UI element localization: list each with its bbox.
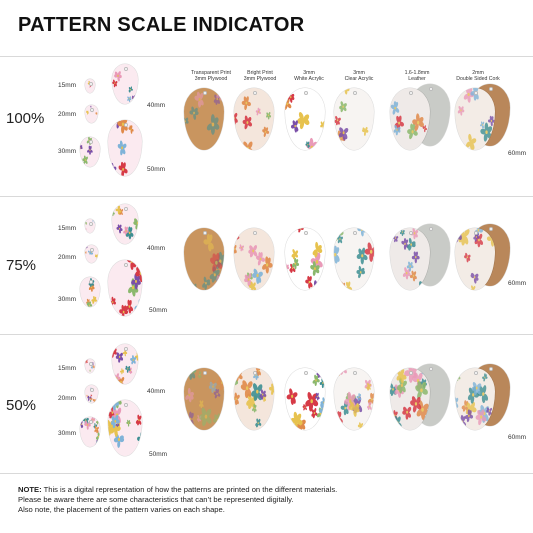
- size-drop-20: [85, 385, 98, 403]
- material-drop-bright: [234, 88, 274, 150]
- hole-icon: [252, 231, 257, 235]
- hole-icon: [303, 371, 308, 375]
- hole-icon: [352, 231, 357, 235]
- size-label-20: 20mm: [58, 111, 77, 118]
- size-label-15: 15mm: [58, 365, 77, 372]
- hole-icon: [303, 231, 308, 235]
- hole-icon: [88, 82, 93, 86]
- material-header-clear-acrylic: 3mm Clear Acrylic: [344, 70, 374, 83]
- hole-icon: [473, 91, 478, 95]
- material-drop-leather: [390, 88, 430, 150]
- size-label-60: 60mm: [508, 150, 527, 157]
- size-label-30: 30mm: [58, 296, 77, 303]
- hole-icon: [90, 388, 94, 392]
- note-line-3: Also note, the placement of the pattern …: [18, 505, 225, 514]
- divider-top: [0, 56, 533, 57]
- hole-icon: [202, 231, 207, 235]
- hole-icon: [473, 371, 478, 375]
- hole-icon: [123, 67, 128, 71]
- material-header-cork: 2mm Double Sided Cork: [456, 70, 500, 83]
- hole-icon: [88, 420, 93, 424]
- divider-bottom: [0, 473, 533, 474]
- hole-icon: [352, 91, 357, 95]
- scale-label-75: 75%: [6, 257, 37, 274]
- hole-icon: [123, 263, 128, 267]
- hole-icon: [88, 222, 93, 226]
- hole-icon: [123, 207, 128, 211]
- note-line-1: This is a digital representation of how …: [41, 485, 338, 494]
- material-drop-plywood: [184, 228, 224, 290]
- material-drop-clear: [334, 88, 374, 150]
- material-drop-white: [285, 368, 325, 430]
- material-drop-cork: [455, 88, 495, 150]
- material-drop-clear: [334, 228, 374, 290]
- note-label: NOTE:: [18, 485, 42, 494]
- material-drop-cork: [455, 368, 495, 430]
- size-label-15: 15mm: [58, 82, 77, 89]
- size-label-50: 50mm: [147, 166, 166, 173]
- material-drop-white: [285, 88, 325, 150]
- hole-icon: [488, 367, 493, 371]
- size-label-30: 30mm: [58, 148, 77, 155]
- size-label-20: 20mm: [58, 254, 77, 261]
- size-label-50: 50mm: [149, 451, 168, 458]
- scale-label-100: 100%: [6, 110, 45, 127]
- size-label-40: 40mm: [147, 102, 166, 109]
- hole-icon: [408, 371, 413, 375]
- hole-icon: [428, 367, 433, 371]
- material-drop-leather: [390, 368, 430, 430]
- hole-icon: [90, 248, 94, 252]
- hole-icon: [123, 403, 128, 407]
- material-drop-plywood: [184, 368, 224, 430]
- material-drop-clear: [334, 368, 374, 430]
- size-label-60: 60mm: [508, 280, 527, 287]
- size-label-30: 30mm: [58, 430, 77, 437]
- hole-icon: [88, 362, 93, 366]
- size-label-60: 60mm: [508, 434, 527, 441]
- hole-icon: [88, 280, 93, 284]
- hole-icon: [252, 91, 257, 95]
- size-label-40: 40mm: [147, 388, 166, 395]
- material-header-white-acrylic: 3mm White Acrylic: [294, 70, 324, 83]
- size-label-15: 15mm: [58, 225, 77, 232]
- hole-icon: [303, 91, 308, 95]
- hole-icon: [473, 231, 478, 235]
- material-header-leather: 1.6-1.8mm Leather: [404, 70, 430, 83]
- hole-icon: [123, 347, 128, 351]
- size-drop-50: [108, 120, 142, 176]
- size-label-40: 40mm: [147, 245, 166, 252]
- divider-1: [0, 196, 533, 197]
- hole-icon: [123, 123, 128, 127]
- note-line-2: Please be aware there are some character…: [18, 495, 294, 504]
- hole-icon: [90, 108, 94, 112]
- hole-icon: [488, 227, 493, 231]
- material-drop-white: [285, 228, 325, 290]
- page-title: PATTERN SCALE INDICATOR: [18, 14, 305, 36]
- size-drop-30: [80, 277, 100, 307]
- hole-icon: [428, 227, 433, 231]
- size-drop-20: [85, 245, 98, 263]
- hole-icon: [252, 371, 257, 375]
- divider-2: [0, 334, 533, 335]
- hole-icon: [408, 91, 413, 95]
- hole-icon: [202, 371, 207, 375]
- hole-icon: [352, 371, 357, 375]
- size-drop-50: [108, 260, 142, 316]
- material-drop-bright: [234, 228, 274, 290]
- scale-label-50: 50%: [6, 397, 37, 414]
- hole-icon: [488, 87, 493, 91]
- size-drop-20: [85, 105, 98, 123]
- material-header-bright: Bright Print 3mm Plywood: [243, 70, 277, 83]
- hole-icon: [202, 91, 207, 95]
- footer-note: NOTE: This is a digital representation o…: [18, 485, 518, 515]
- material-drop-plywood: [184, 88, 224, 150]
- size-drop-50: [108, 400, 142, 456]
- hole-icon: [428, 87, 433, 91]
- material-header-plywood: Transparent Print 3mm Plywood: [191, 70, 231, 83]
- hole-icon: [88, 140, 93, 144]
- material-drop-bright: [234, 368, 274, 430]
- size-label-20: 20mm: [58, 395, 77, 402]
- size-label-50: 50mm: [149, 307, 168, 314]
- hole-icon: [408, 231, 413, 235]
